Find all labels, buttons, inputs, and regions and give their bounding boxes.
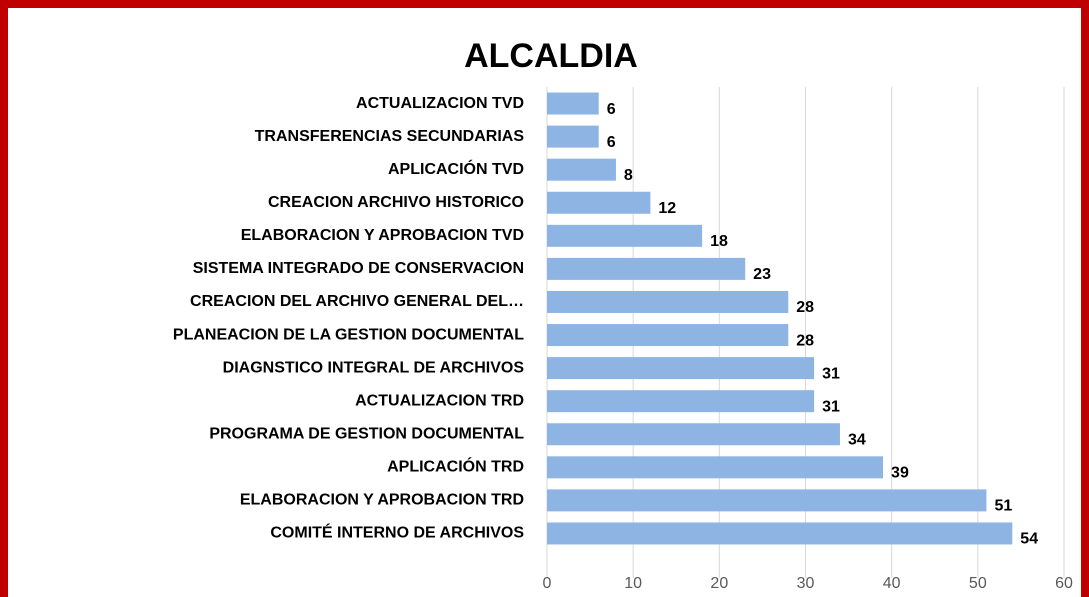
x-tick-label: 30 xyxy=(797,575,815,592)
x-tick-label: 50 xyxy=(969,575,987,592)
y-tick-label: DIAGNSTICO INTEGRAL DE ARCHIVOS xyxy=(223,359,525,376)
x-tick-label: 40 xyxy=(883,575,901,592)
y-tick-label: ELABORACION Y APROBACION TVD xyxy=(241,227,524,244)
y-tick-label: PLANEACION DE LA GESTION DOCUMENTAL xyxy=(173,326,524,343)
bar xyxy=(547,390,815,413)
bar xyxy=(547,357,815,380)
bar xyxy=(547,456,884,479)
bar xyxy=(547,489,987,512)
y-tick-label: APLICACIÓN TVD xyxy=(388,159,524,178)
y-tick-label: PROGRAMA DE GESTION DOCUMENTAL xyxy=(209,425,524,442)
bar xyxy=(547,257,746,280)
bar xyxy=(547,158,616,181)
value-label: 31 xyxy=(822,398,840,415)
bar xyxy=(547,423,840,446)
value-label: 23 xyxy=(753,266,771,283)
value-label: 28 xyxy=(796,299,814,316)
y-tick-label: COMITÉ INTERNO DE ARCHIVOS xyxy=(270,523,524,542)
bar xyxy=(547,224,703,247)
y-tick-label: SISTEMA INTEGRADO DE CONSERVACION xyxy=(193,260,524,277)
x-tick-label: 20 xyxy=(710,575,728,592)
x-tick-label: 10 xyxy=(624,575,642,592)
bar xyxy=(547,191,651,214)
value-label: 6 xyxy=(607,101,616,118)
bar xyxy=(547,92,599,115)
x-tick-label: 60 xyxy=(1055,575,1073,592)
bar xyxy=(547,522,1013,545)
value-label: 6 xyxy=(607,134,616,151)
value-label: 51 xyxy=(994,498,1012,515)
x-tick-label: 0 xyxy=(543,575,552,592)
bar xyxy=(547,290,789,313)
y-tick-label: ACTUALIZACION TVD xyxy=(356,95,524,112)
bar xyxy=(547,324,789,347)
y-tick-label: ELABORACION Y APROBACION TRD xyxy=(240,492,524,509)
chart-title: ALCALDIA xyxy=(464,37,638,75)
value-label: 28 xyxy=(796,332,814,349)
value-label: 39 xyxy=(891,465,909,482)
value-label: 54 xyxy=(1020,531,1038,548)
y-tick-label: CREACION DEL ARCHIVO GENERAL DEL… xyxy=(190,293,524,310)
y-tick-label: APLICACIÓN TRD xyxy=(387,457,524,476)
bar xyxy=(547,125,599,148)
y-tick-label: ACTUALIZACION TRD xyxy=(355,392,524,409)
value-label: 8 xyxy=(624,167,633,184)
y-tick-label: TRANSFERENCIAS SECUNDARIAS xyxy=(255,128,525,145)
value-label: 31 xyxy=(822,365,840,382)
y-tick-label: CREACION ARCHIVO HISTORICO xyxy=(268,194,524,211)
value-label: 18 xyxy=(710,233,728,250)
value-label: 34 xyxy=(848,431,866,448)
value-label: 12 xyxy=(658,200,676,217)
